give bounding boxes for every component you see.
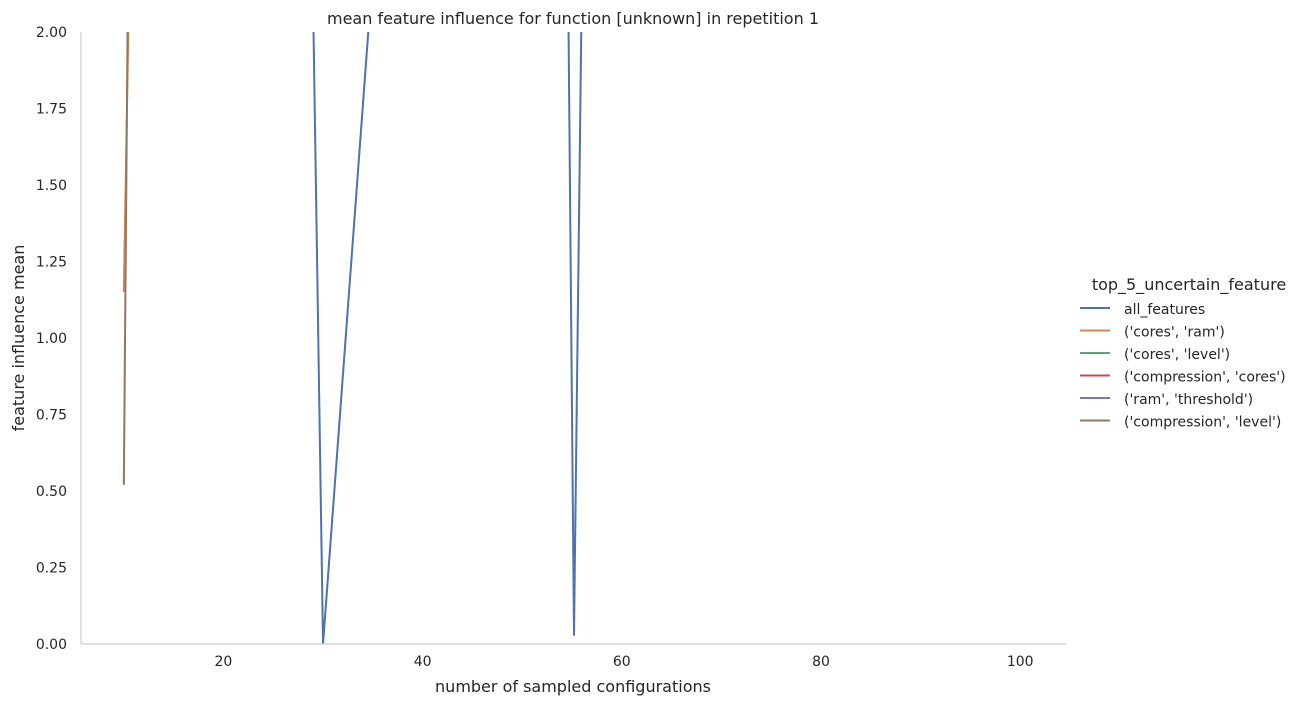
legend-entry: ('compression', 'cores') (1080, 370, 1286, 386)
legend-label: all_features (1124, 302, 1205, 318)
series-layer (122, 32, 583, 644)
series-line (312, 32, 583, 644)
legend-label: ('ram', 'threshold') (1124, 392, 1253, 408)
legend-entry: ('compression', 'level') (1080, 415, 1281, 431)
legend-entry: all_features (1080, 302, 1205, 318)
legend: top_5_uncertain_feature all_features ('co… (1080, 275, 1286, 431)
y-tick-label: 1.00 (36, 331, 67, 347)
legend-label: ('compression', 'cores') (1124, 370, 1286, 386)
x-axis-label: number of sampled configurations (435, 677, 711, 696)
chart-title: mean feature influence for function [unk… (327, 9, 819, 28)
y-tick-label: 0.00 (36, 637, 67, 653)
y-tick-labels: 0.00 0.25 0.50 0.75 1.00 1.25 1.50 1.75 2.00 (36, 25, 67, 653)
y-tick-label: 1.25 (36, 255, 67, 271)
y-tick-label: 0.50 (36, 484, 67, 500)
y-tick-label: 2.00 (36, 25, 67, 41)
legend-label: ('cores', 'ram') (1124, 325, 1225, 341)
x-tick-label: 60 (613, 654, 631, 670)
legend-entry: ('cores', 'ram') (1080, 325, 1225, 341)
y-tick-label: 0.75 (36, 408, 67, 424)
legend-label: ('cores', 'level') (1124, 347, 1230, 363)
x-tick-label: 100 (1007, 654, 1034, 670)
y-axis-label: feature influence mean (9, 245, 28, 432)
x-tick-labels: 20 40 60 80 100 (215, 654, 1034, 670)
y-tick-label: 0.25 (36, 561, 67, 577)
legend-label: ('compression', 'level') (1124, 415, 1281, 431)
legend-items: all_features ('cores', 'ram') ('cores', 'l… (1080, 302, 1286, 431)
x-tick-label: 20 (215, 654, 233, 670)
series-line (122, 32, 129, 485)
x-tick-label: 40 (414, 654, 432, 670)
x-tick-label: 80 (812, 654, 830, 670)
legend-entry: ('cores', 'level') (1080, 347, 1230, 363)
y-tick-label: 1.50 (36, 178, 67, 194)
y-tick-label: 1.75 (36, 102, 67, 118)
legend-entry: ('ram', 'threshold') (1080, 392, 1253, 408)
legend-title: top_5_uncertain_feature (1092, 275, 1286, 295)
